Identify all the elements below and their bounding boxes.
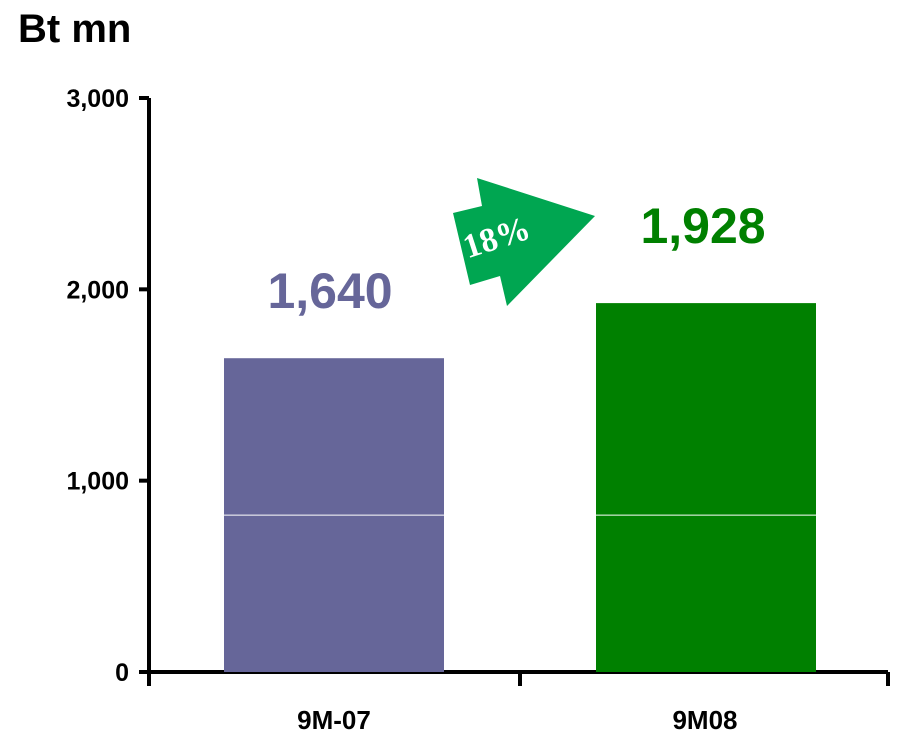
y-tick-label: 3,000 — [66, 85, 129, 113]
growth-arrow-icon — [453, 178, 595, 306]
x-tick-label: 9M08 — [672, 705, 737, 735]
bars — [224, 303, 816, 672]
x-tick-label: 9M-07 — [297, 705, 371, 735]
y-tick-label: 1,000 — [66, 468, 129, 496]
y-axis: 0 1,000 2,000 3,000 — [66, 85, 151, 687]
y-tick-label: 0 — [115, 659, 129, 687]
data-label: 1,928 — [640, 198, 765, 254]
y-tick-label: 2,000 — [66, 276, 129, 304]
x-axis: 9M-07 9M08 — [147, 670, 890, 735]
bar-9m08 — [596, 303, 816, 672]
value-labels: 1,640 1,928 — [267, 198, 765, 319]
growth-arrow-annotation: 18% — [453, 178, 595, 306]
unit-label: Bt mn — [18, 7, 131, 51]
data-label: 1,640 — [267, 263, 392, 319]
